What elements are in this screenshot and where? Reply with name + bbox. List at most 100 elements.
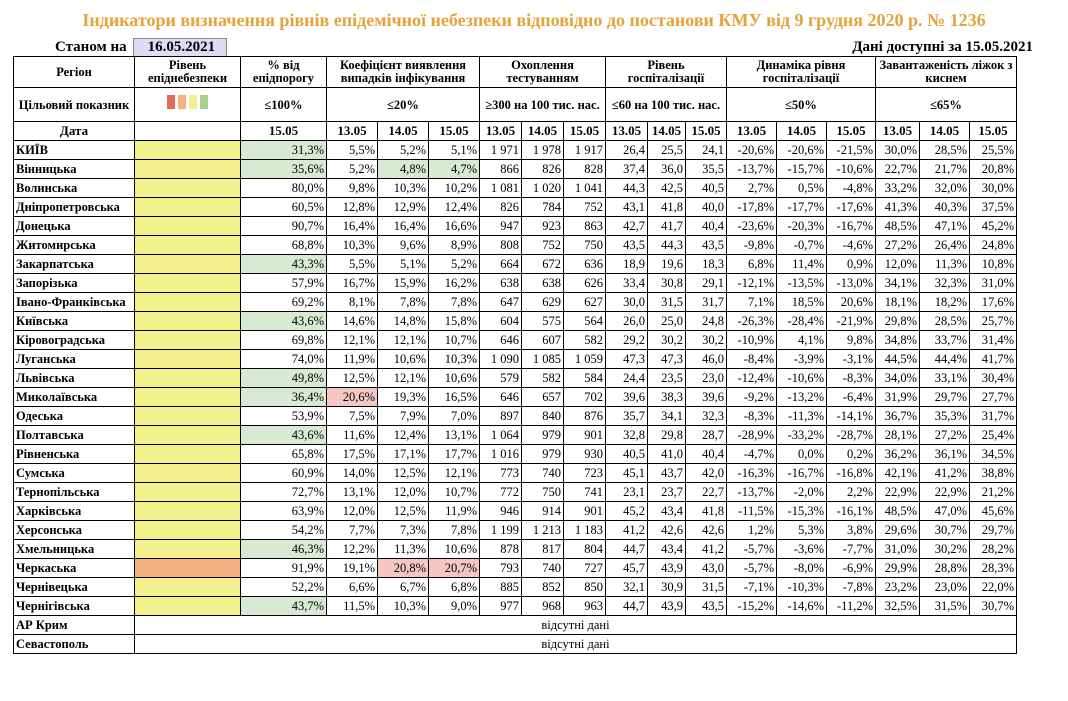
oxygen-beds-value: 23,2% [875, 577, 920, 597]
hospitalization-value: 31,5 [647, 292, 686, 312]
testing-value: 1 016 [479, 444, 522, 464]
date-cell: 15.05 [685, 121, 727, 141]
hospitalization-value: 45,7 [605, 558, 648, 578]
detection-value: 9,0% [428, 596, 480, 616]
region-name: Волинська [13, 178, 135, 198]
hospitalization-value: 42,0 [685, 463, 727, 483]
testing-value: 773 [479, 463, 522, 483]
testing-value: 946 [479, 501, 522, 521]
oxygen-beds-value: 25,5% [969, 140, 1017, 160]
hospitalization-value: 19,6 [647, 254, 686, 274]
oxygen-beds-value: 29,6% [875, 520, 920, 540]
detection-value: 7,8% [428, 520, 480, 540]
detection-value: 6,7% [377, 577, 429, 597]
region-name: Луганська [13, 349, 135, 369]
oxygen-beds-value: 32,3% [919, 273, 970, 293]
testing-value: 808 [479, 235, 522, 255]
testing-value: 1 090 [479, 349, 522, 369]
detection-value: 16,2% [428, 273, 480, 293]
hosp-dynamics-value: -16,7% [776, 463, 827, 483]
level-cell [134, 596, 241, 616]
data-available-label: Дані доступні за 15.05.2021 [852, 39, 1033, 55]
hospitalization-value: 31,7 [685, 292, 727, 312]
detection-value: 10,3% [377, 178, 429, 198]
oxygen-beds-value: 29,8% [875, 311, 920, 331]
detection-value: 16,6% [428, 216, 480, 236]
table-row: Херсонська 54,2% 7,7% 7,3% 7,8% 1 199 1 213 1 1… [13, 520, 1017, 540]
hosp-dynamics-value: -6,4% [826, 387, 876, 407]
testing-value: 804 [563, 539, 606, 559]
detection-value: 6,6% [326, 577, 378, 597]
level-cell [134, 159, 241, 179]
hospitalization-value: 30,0 [605, 292, 648, 312]
testing-value: 638 [479, 273, 522, 293]
hospitalization-value: 28,7 [685, 425, 727, 445]
oxygen-beds-value: 25,7% [969, 311, 1017, 331]
oxygen-beds-value: 30,4% [969, 368, 1017, 388]
oxygen-beds-value: 27,7% [969, 387, 1017, 407]
target-threshold: ≤100% [240, 87, 327, 122]
hosp-dynamics-value: -8,4% [726, 349, 777, 369]
hospitalization-value: 41,0 [647, 444, 686, 464]
detection-value: 7,0% [428, 406, 480, 426]
hosp-dynamics-value: 0,2% [826, 444, 876, 464]
missing-row: Севастополь відсутні дані [13, 634, 1017, 654]
missing-data-text: відсутні дані [134, 634, 1017, 654]
hospitalization-value: 43,7 [647, 463, 686, 483]
level-cell [134, 558, 241, 578]
detection-value: 12,4% [428, 197, 480, 217]
hospitalization-value: 30,2 [685, 330, 727, 350]
detection-value: 12,1% [326, 330, 378, 350]
level-cell [134, 463, 241, 483]
hospitalization-value: 25,5 [647, 140, 686, 160]
oxygen-beds-value: 30,0% [875, 140, 920, 160]
testing-value: 866 [479, 159, 522, 179]
oxygen-beds-value: 33,1% [919, 368, 970, 388]
testing-value: 723 [563, 463, 606, 483]
date-cell: 13.05 [726, 121, 777, 141]
hospitalization-value: 46,0 [685, 349, 727, 369]
oxygen-beds-value: 34,5% [969, 444, 1017, 464]
hospitalization-value: 43,9 [647, 596, 686, 616]
date-cell: 13.05 [605, 121, 648, 141]
hospitalization-value: 18,3 [685, 254, 727, 274]
hospitalization-value: 25,0 [647, 311, 686, 331]
detection-value: 10,6% [377, 349, 429, 369]
hospitalization-value: 35,5 [685, 159, 727, 179]
testing-value: 752 [563, 197, 606, 217]
testing-value: 826 [521, 159, 564, 179]
testing-value: 878 [479, 539, 522, 559]
legend-swatch [200, 95, 208, 109]
detection-value: 7,3% [377, 520, 429, 540]
hospitalization-value: 24,1 [685, 140, 727, 160]
hosp-dynamics-value: -15,2% [726, 596, 777, 616]
region-name: Херсонська [13, 520, 135, 540]
legend-cell [134, 87, 241, 122]
header-hosp-dynamics: Динаміка рівня госпіталізації [726, 56, 876, 88]
testing-value: 828 [563, 159, 606, 179]
date-level-empty [134, 121, 241, 141]
testing-value: 672 [521, 254, 564, 274]
detection-value: 9,6% [377, 235, 429, 255]
detection-value: 5,2% [326, 159, 378, 179]
threshold-value: 43,6% [240, 311, 327, 331]
testing-value: 741 [563, 482, 606, 502]
hosp-dynamics-value: -17,6% [826, 197, 876, 217]
detection-value: 5,2% [377, 140, 429, 160]
detection-value: 17,7% [428, 444, 480, 464]
region-name: Севастополь [13, 634, 135, 654]
oxygen-beds-value: 41,2% [919, 463, 970, 483]
threshold-value: 53,9% [240, 406, 327, 426]
oxygen-beds-value: 28,1% [875, 425, 920, 445]
oxygen-beds-value: 30,7% [969, 596, 1017, 616]
detection-value: 17,5% [326, 444, 378, 464]
hospitalization-value: 45,2 [605, 501, 648, 521]
hosp-dynamics-value: -16,1% [826, 501, 876, 521]
hosp-dynamics-value: 4,1% [776, 330, 827, 350]
region-name: АР Крим [13, 615, 135, 635]
hosp-dynamics-value: -3,1% [826, 349, 876, 369]
detection-value: 7,8% [428, 292, 480, 312]
region-name: Рівненська [13, 444, 135, 464]
detection-value: 10,3% [428, 349, 480, 369]
hospitalization-value: 41,2 [605, 520, 648, 540]
